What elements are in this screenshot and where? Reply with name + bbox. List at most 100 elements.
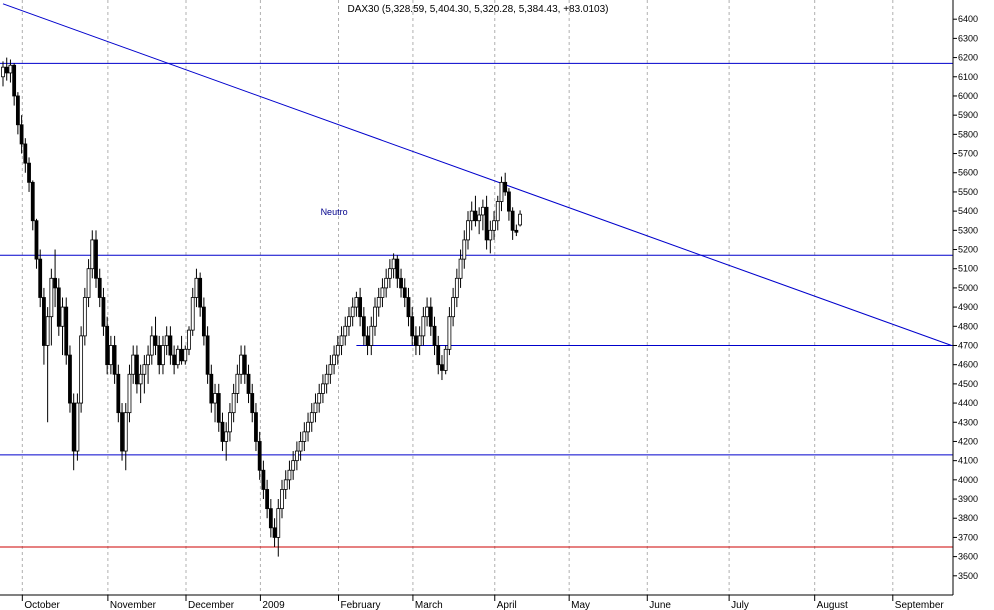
candle-down bbox=[153, 335, 158, 346]
candle-down bbox=[201, 306, 206, 337]
x-axis: October November December 2009 February March… bbox=[21, 595, 945, 610]
candle-down bbox=[272, 527, 277, 538]
candle-up bbox=[187, 329, 191, 350]
candle-up bbox=[142, 364, 147, 375]
candle-down bbox=[56, 287, 61, 327]
candle-up bbox=[149, 335, 154, 356]
month-label: November bbox=[110, 600, 157, 610]
candle-down bbox=[514, 229, 519, 233]
candle-down bbox=[68, 354, 72, 404]
candle-up bbox=[194, 277, 199, 298]
trend-line bbox=[2, 3, 952, 346]
candle-up bbox=[495, 201, 500, 222]
y-tick-label: 4200 bbox=[958, 436, 978, 446]
candle-up bbox=[86, 268, 91, 298]
candle-up bbox=[75, 402, 80, 452]
candle-up bbox=[343, 325, 348, 337]
candle-down bbox=[42, 297, 46, 346]
candle-down bbox=[15, 95, 20, 126]
candle-up bbox=[425, 306, 429, 318]
plot-frame bbox=[0, 0, 954, 596]
candle-up bbox=[321, 383, 325, 394]
candle-up bbox=[1, 66, 5, 78]
y-tick-label: 4500 bbox=[958, 379, 978, 389]
y-tick-label: 5000 bbox=[958, 283, 978, 293]
candle-up bbox=[347, 316, 351, 327]
candle-down bbox=[101, 297, 106, 327]
candle-down bbox=[116, 373, 121, 414]
candle-up bbox=[123, 412, 128, 452]
candle-up bbox=[161, 345, 165, 366]
candle-up bbox=[339, 335, 344, 346]
y-tick-label: 3700 bbox=[958, 532, 978, 542]
candle-up bbox=[224, 431, 229, 442]
candle-up bbox=[499, 181, 504, 202]
candle-down bbox=[414, 335, 418, 346]
candle-down bbox=[503, 181, 508, 193]
y-tick-label: 5900 bbox=[958, 110, 978, 120]
month-label: August bbox=[817, 600, 848, 610]
candle-down bbox=[358, 297, 363, 318]
y-tick-label: 5100 bbox=[958, 264, 978, 274]
candle-down bbox=[38, 258, 43, 298]
candle-up bbox=[146, 354, 150, 366]
candle-down bbox=[94, 239, 98, 279]
candle-down bbox=[399, 277, 403, 289]
y-tick-label: 4800 bbox=[958, 321, 978, 331]
y-tick-label: 4300 bbox=[958, 417, 978, 427]
candle-up bbox=[454, 277, 459, 298]
candle-up bbox=[131, 354, 136, 375]
candle-down bbox=[71, 402, 76, 452]
y-tick-label: 4700 bbox=[958, 340, 978, 350]
candle-down bbox=[410, 316, 415, 337]
candle-down bbox=[432, 325, 437, 346]
candle-down bbox=[179, 348, 184, 362]
candle-down bbox=[254, 412, 258, 442]
candle-up bbox=[183, 348, 188, 362]
candle-up bbox=[231, 393, 236, 414]
chart-title: DAX30 (5,328.59, 5,404.30, 5,320.28, 5,3… bbox=[347, 4, 608, 15]
candle-up bbox=[324, 373, 329, 385]
month-label: March bbox=[415, 600, 443, 610]
candle-up bbox=[488, 229, 493, 241]
chart-annotation: Neutro bbox=[321, 207, 348, 217]
candle-up bbox=[175, 348, 180, 366]
y-tick-label: 6000 bbox=[958, 91, 978, 101]
candle-up bbox=[190, 297, 195, 331]
candle-down bbox=[34, 220, 39, 260]
candle-down bbox=[216, 393, 221, 423]
candle-up bbox=[276, 508, 281, 538]
y-tick-label: 5700 bbox=[958, 149, 978, 159]
candle-up bbox=[8, 64, 13, 74]
y-tick-label: 4000 bbox=[958, 475, 978, 485]
candle-up bbox=[138, 373, 143, 385]
candle-up bbox=[90, 239, 95, 270]
candle-up bbox=[350, 306, 355, 318]
candle-up bbox=[369, 325, 374, 346]
y-tick-label: 6400 bbox=[958, 14, 978, 24]
candle-up bbox=[127, 373, 132, 414]
y-tick-label: 6300 bbox=[958, 33, 978, 43]
candle-up bbox=[335, 345, 340, 356]
y-tick-label: 6100 bbox=[958, 72, 978, 82]
candle-up bbox=[49, 277, 54, 318]
y-tick-label: 3500 bbox=[958, 571, 978, 581]
candle-down bbox=[157, 345, 162, 366]
month-label: February bbox=[341, 600, 381, 610]
candle-down bbox=[402, 287, 407, 298]
candle-down bbox=[4, 66, 9, 74]
candle-up bbox=[447, 316, 452, 350]
month-label: September bbox=[895, 600, 945, 610]
candle-down bbox=[507, 191, 511, 212]
candle-down bbox=[220, 421, 225, 442]
candle-up bbox=[298, 441, 303, 452]
candle-up bbox=[228, 412, 232, 433]
month-label: 2009 bbox=[262, 600, 285, 610]
candle-up bbox=[391, 258, 396, 270]
candle-up bbox=[313, 402, 318, 414]
candle-down bbox=[120, 412, 124, 452]
candle-up bbox=[380, 287, 385, 298]
candle-up bbox=[458, 258, 463, 279]
month-label: December bbox=[188, 600, 235, 610]
